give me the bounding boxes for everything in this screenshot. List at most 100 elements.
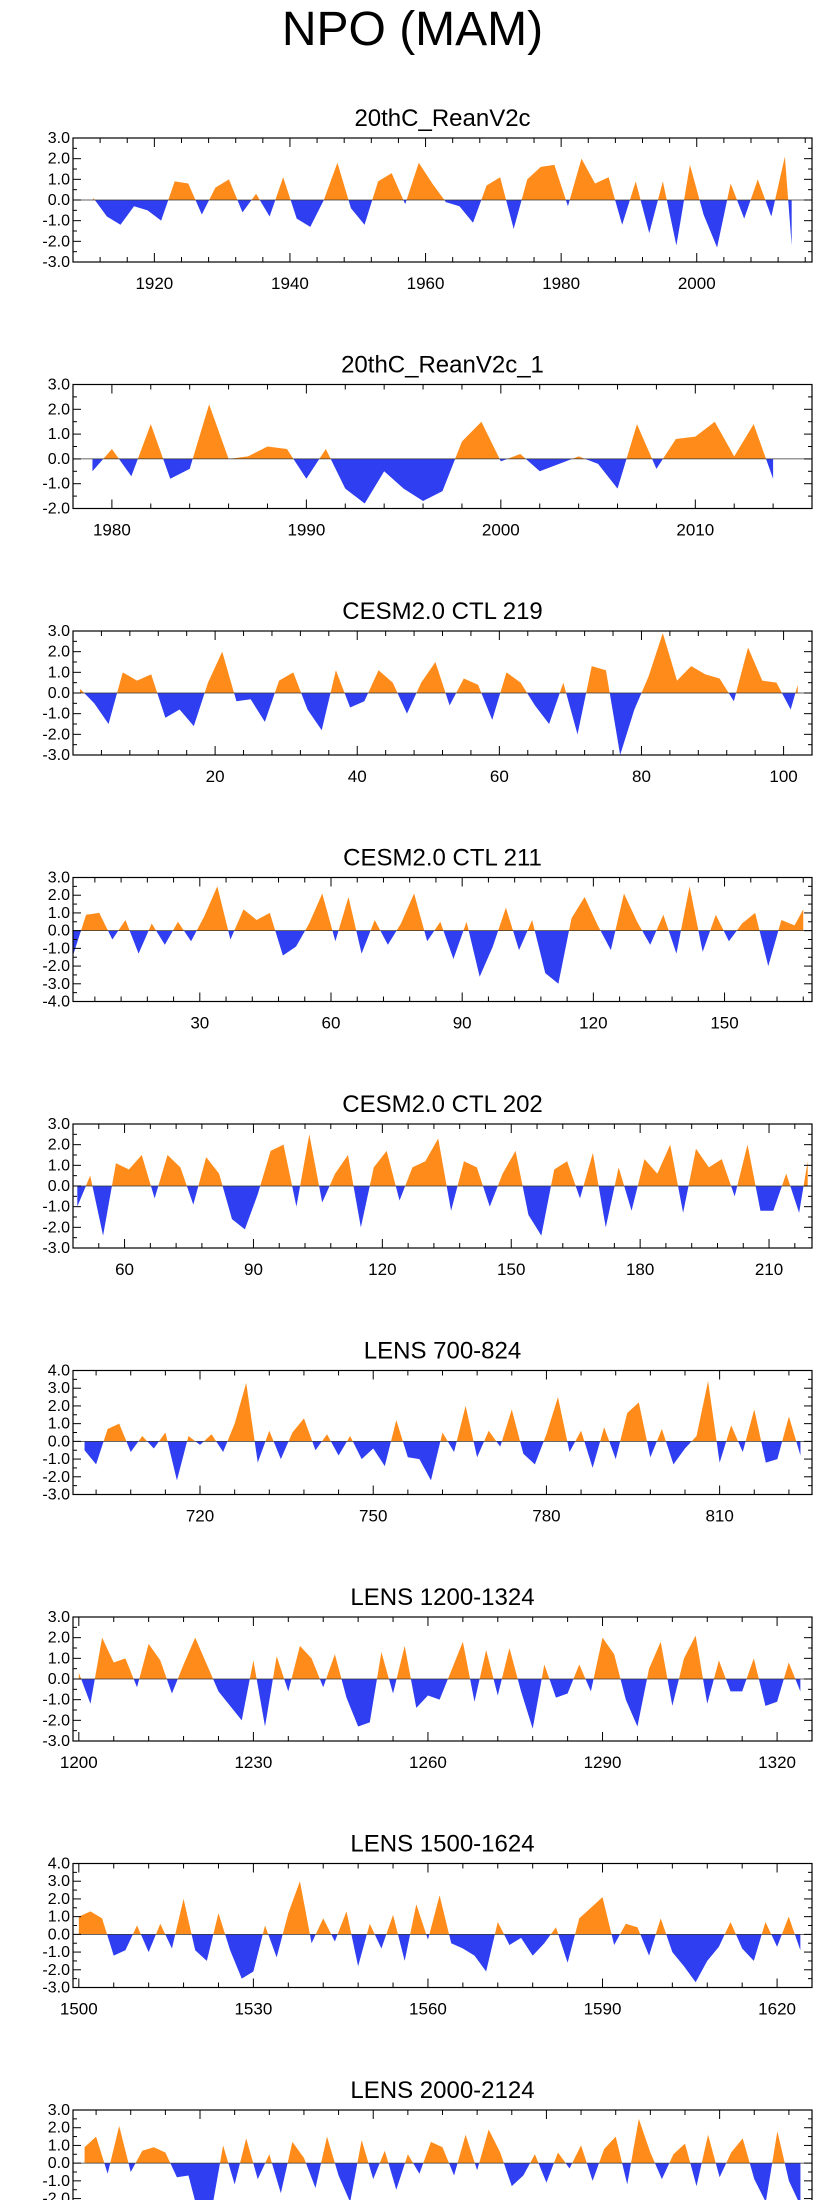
x-tick-label: 720 <box>186 1507 214 1526</box>
y-tick-label: -3.0 <box>42 1487 70 1504</box>
negative-area <box>78 1934 801 1983</box>
positive-area <box>92 404 774 459</box>
negative-area <box>93 200 792 248</box>
negative-area <box>92 458 774 504</box>
negative-area <box>104 2163 801 2200</box>
positive-area <box>78 1635 801 1679</box>
y-tick-label: 2.0 <box>48 1137 70 1154</box>
x-tick-label: 40 <box>348 767 367 786</box>
negative-area <box>73 930 779 984</box>
y-tick-label: 1.0 <box>48 1157 70 1174</box>
y-tick-label: 2.0 <box>48 401 70 418</box>
x-tick-label: 30 <box>190 1014 209 1033</box>
panel-title: LENS 2000-2124 <box>350 2077 534 2104</box>
y-tick-label: 0.0 <box>48 1433 70 1450</box>
x-tick-label: 1960 <box>407 274 445 293</box>
x-tick-label: 120 <box>579 1014 607 1033</box>
y-tick-label: -2.0 <box>42 233 70 250</box>
x-tick-label: 1590 <box>584 2000 622 2019</box>
positive-area <box>84 2118 801 2164</box>
y-tick-label: -1.0 <box>42 940 70 957</box>
chart-panel-1: 20thC_ReanV2c 3.0 2.0 1.0 0.0 -1.0 -2.0 -3.0 192… <box>42 105 813 293</box>
y-tick-label: 0.0 <box>48 2155 70 2172</box>
y-tick-label: 3.0 <box>48 870 70 887</box>
y-tick-label: 1.0 <box>48 1909 70 1926</box>
x-tick-label: 1290 <box>584 1753 622 1772</box>
y-tick-label: 3.0 <box>48 377 70 394</box>
panel-title: 20thC_ReanV2c_1 <box>341 352 544 379</box>
panel-title: CESM2.0 CTL 219 <box>342 598 543 625</box>
x-tick-label: 1200 <box>60 1753 98 1772</box>
y-tick-label: 3.0 <box>48 1873 70 1890</box>
y-tick-label: -2.0 <box>42 1712 70 1729</box>
y-tick-label: 3.0 <box>48 130 70 147</box>
x-tick-label: 1940 <box>271 274 309 293</box>
x-tick-label: 60 <box>115 1260 134 1279</box>
x-tick-label: 1530 <box>234 2000 272 2019</box>
y-tick-label: 0.0 <box>48 451 70 468</box>
x-tick-label: 1230 <box>234 1753 272 1772</box>
y-tick-label: 0.0 <box>48 1671 70 1688</box>
x-tick-label: 1500 <box>60 2000 98 2019</box>
x-tick-label: 1980 <box>93 521 131 540</box>
y-tick-label: -2.0 <box>42 2191 70 2200</box>
chart-panel-7: LENS 1200-1324 3.0 2.0 1.0 0.0 -1.0 -2.0 -3.0 12… <box>42 1584 813 1772</box>
x-tick-label: 1560 <box>409 2000 447 2019</box>
chart-panel-6: LENS 700-824 4.03.02.01.00.0-1.0-2.0-3.0 7… <box>42 1338 813 1526</box>
positive-area <box>77 1134 808 1186</box>
panel-title: CESM2.0 CTL 202 <box>342 1091 543 1118</box>
y-tick-label: 1.0 <box>48 905 70 922</box>
x-tick-label: 1260 <box>409 1753 447 1772</box>
positive-area <box>73 886 804 931</box>
positive-area <box>103 1381 797 1442</box>
y-tick-label: 2.0 <box>48 887 70 904</box>
y-tick-label: -1.0 <box>42 1451 70 1468</box>
y-tick-label: 4.0 <box>48 1856 70 1873</box>
y-tick-label: -2.0 <box>42 726 70 743</box>
y-tick-label: 0.0 <box>48 1178 70 1195</box>
x-tick-label: 780 <box>532 1507 560 1526</box>
y-tick-label: 4.0 <box>48 1363 70 1380</box>
chart-panel-9: LENS 2000-21243.02.01.00.0-1.0-2.0-3.0-4… <box>42 2077 813 2200</box>
x-tick-label: 80 <box>632 767 651 786</box>
y-tick-label: -3.0 <box>42 747 70 764</box>
chart-panel-5: CESM2.0 CTL 202 3.0 2.0 1.0 0.0 -1.0 -2.0 -3.0 6… <box>42 1091 813 1279</box>
y-tick-label: -1.0 <box>42 2173 70 2190</box>
y-tick-label: 0.0 <box>48 923 70 940</box>
x-tick-label: 2000 <box>678 274 716 293</box>
negative-area <box>80 693 798 755</box>
panel-title: CESM2.0 CTL 211 <box>343 845 542 872</box>
x-tick-label: 100 <box>769 767 797 786</box>
x-tick-label: 120 <box>368 1260 396 1279</box>
positive-area <box>78 1881 795 1935</box>
chart-panel-2: 20thC_ReanV2c_1 3.0 2.0 1.0 0.0 -1.0 -2.0 1980 1… <box>42 352 813 540</box>
y-tick-label: 2.0 <box>48 1630 70 1647</box>
x-tick-label: 150 <box>497 1260 525 1279</box>
y-tick-label: 3.0 <box>48 1609 70 1626</box>
y-tick-label: -1.0 <box>42 213 70 230</box>
x-tick-label: 1320 <box>758 1753 796 1772</box>
x-tick-label: 210 <box>755 1260 783 1279</box>
y-tick-label: -3.0 <box>42 1980 70 1997</box>
y-tick-label: 2.0 <box>48 2120 70 2137</box>
y-tick-label: -1.0 <box>42 706 70 723</box>
y-tick-label: 1.0 <box>48 664 70 681</box>
chart-panel-4: CESM2.0 CTL 211 3.02.01.00.0-1.0-2.0-3.0-… <box>42 845 813 1033</box>
x-tick-label: 90 <box>453 1014 472 1033</box>
y-tick-label: -1.0 <box>42 1199 70 1216</box>
y-tick-label: -3.0 <box>42 254 70 271</box>
x-tick-label: 1980 <box>542 274 580 293</box>
negative-area <box>84 1441 801 1481</box>
negative-area <box>78 1679 801 1729</box>
x-tick-label: 90 <box>244 1260 263 1279</box>
chart-panel-8: LENS 1500-1624 4.03.02.01.00.0-1.0-2.0-3.… <box>42 1831 813 2019</box>
y-tick-label: -2.0 <box>42 958 70 975</box>
y-tick-label: -1.0 <box>42 1944 70 1961</box>
y-tick-label: 1.0 <box>48 171 70 188</box>
y-tick-label: -3.0 <box>42 1733 70 1750</box>
y-tick-label: 1.0 <box>48 1416 70 1433</box>
y-tick-label: -3.0 <box>42 1240 70 1257</box>
x-tick-label: 20 <box>206 767 225 786</box>
panel-title: 20thC_ReanV2c <box>354 105 530 132</box>
y-tick-label: 3.0 <box>48 1116 70 1133</box>
